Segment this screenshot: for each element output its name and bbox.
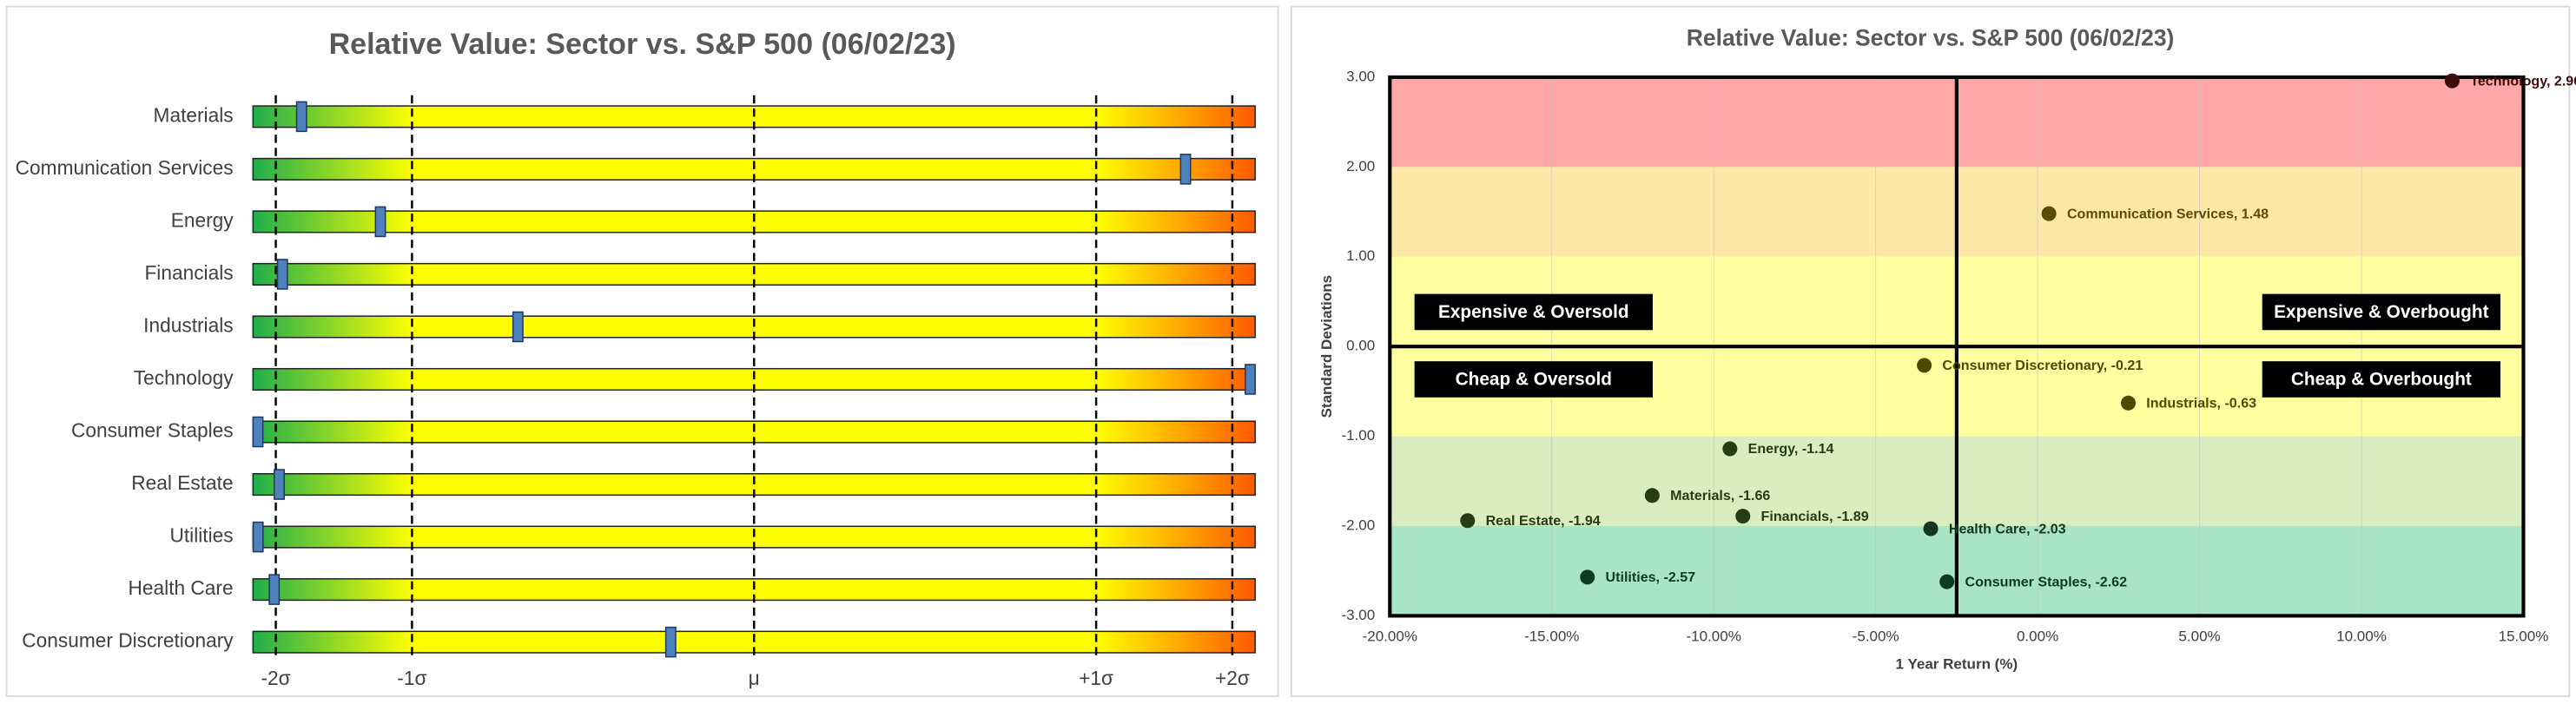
quadrant-label: Expensive & Oversold bbox=[1438, 302, 1629, 322]
x-tick-label: +1σ bbox=[1079, 667, 1113, 689]
chart-title: Relative Value: Sector vs. S&P 500 (06/0… bbox=[329, 28, 956, 61]
point bbox=[1735, 509, 1751, 524]
y-tick-label: Utilities bbox=[169, 524, 233, 547]
y-tick-label: Real Estate bbox=[131, 471, 233, 494]
marker bbox=[295, 101, 307, 133]
y-tick-label: Energy bbox=[171, 208, 234, 231]
point bbox=[2041, 206, 2057, 221]
x-tick-label: -1σ bbox=[397, 667, 426, 689]
marker bbox=[1245, 364, 1256, 395]
y-tick-label: -1.00 bbox=[1341, 427, 1375, 444]
y-tick-label: Industrials bbox=[143, 313, 233, 336]
point bbox=[1939, 574, 1955, 589]
x-tick-label: μ bbox=[749, 667, 760, 689]
x-tick-label: -2σ bbox=[261, 667, 290, 689]
marker bbox=[374, 206, 386, 238]
y-axis-title: Standard Deviations bbox=[1318, 275, 1335, 418]
y-tick-label: Health Care bbox=[129, 576, 234, 599]
quadrant-box bbox=[1414, 293, 1653, 331]
marker bbox=[512, 311, 524, 343]
data-label: Consumer Discretionary, -0.21 bbox=[1942, 358, 2143, 373]
data-label: Real Estate, -1.94 bbox=[1486, 513, 1601, 529]
x-axis-title: 1 Year Return (%) bbox=[1896, 656, 2018, 673]
quadrant-label: Expensive & Overbought bbox=[2274, 302, 2488, 322]
data-label: Consumer Staples, -2.62 bbox=[1965, 574, 2127, 589]
point bbox=[1923, 521, 1939, 536]
point bbox=[1644, 488, 1660, 503]
quadrant-box bbox=[2262, 361, 2500, 398]
marker bbox=[274, 469, 285, 500]
point bbox=[2444, 73, 2460, 89]
x-tick-label: -20.00% bbox=[1363, 628, 1417, 644]
point bbox=[1580, 569, 1595, 585]
point bbox=[1460, 513, 1476, 529]
y-tick-label: Consumer Staples bbox=[71, 419, 234, 442]
data-label: Materials, -1.66 bbox=[1670, 488, 1770, 503]
quadrant-box bbox=[1414, 361, 1653, 398]
point bbox=[1917, 358, 1932, 373]
data-label: Health Care, -2.03 bbox=[1949, 521, 2066, 536]
data-label: Utilities, -2.57 bbox=[1606, 569, 1696, 585]
y-tick-label: Technology bbox=[134, 366, 234, 389]
data-label: Industrials, -0.63 bbox=[2146, 396, 2256, 411]
chart-title: Relative Value: Sector vs. S&P 500 (06/0… bbox=[1687, 24, 2175, 50]
data-label: Communication Services, 1.48 bbox=[2067, 206, 2269, 221]
marker bbox=[268, 574, 281, 605]
x-tick-label: 0.00% bbox=[2017, 628, 2058, 644]
quadrant-box bbox=[2262, 293, 2500, 331]
x-tick-label: -10.00% bbox=[1686, 628, 1740, 644]
x-tick-label: 5.00% bbox=[2178, 628, 2220, 644]
x-tick-label: -15.00% bbox=[1524, 628, 1579, 644]
y-tick-label: Financials bbox=[144, 261, 233, 284]
y-tick-label: Materials bbox=[154, 103, 234, 126]
y-tick-label: -2.00 bbox=[1341, 516, 1375, 533]
marker bbox=[252, 521, 264, 553]
marker bbox=[664, 626, 677, 658]
x-tick-label: -5.00% bbox=[1853, 628, 1899, 644]
x-tick-label: +2σ bbox=[1215, 667, 1250, 689]
y-tick-label: 2.00 bbox=[1346, 158, 1375, 174]
y-tick-label: Communication Services bbox=[16, 156, 234, 179]
data-label: Technology, 2.96 bbox=[2470, 73, 2576, 89]
marker bbox=[252, 416, 264, 448]
data-label: Financials, -1.89 bbox=[1761, 509, 1869, 524]
y-tick-label: 3.00 bbox=[1346, 68, 1375, 84]
x-tick-label: 10.00% bbox=[2336, 628, 2387, 644]
x-tick-label: 15.00% bbox=[2499, 628, 2549, 644]
point bbox=[2121, 395, 2137, 411]
quadrant-label: Cheap & Overbought bbox=[2291, 369, 2472, 389]
data-label: Energy, -1.14 bbox=[1748, 441, 1834, 457]
y-tick-label: -3.00 bbox=[1341, 607, 1375, 623]
point bbox=[1722, 441, 1738, 457]
y-tick-label: 0.00 bbox=[1346, 338, 1375, 354]
marker bbox=[276, 259, 288, 290]
quadrant-label: Cheap & Oversold bbox=[1456, 369, 1612, 389]
y-tick-label: 1.00 bbox=[1346, 247, 1375, 264]
y-tick-label: Consumer Discretionary bbox=[22, 629, 234, 652]
marker bbox=[1179, 154, 1192, 185]
